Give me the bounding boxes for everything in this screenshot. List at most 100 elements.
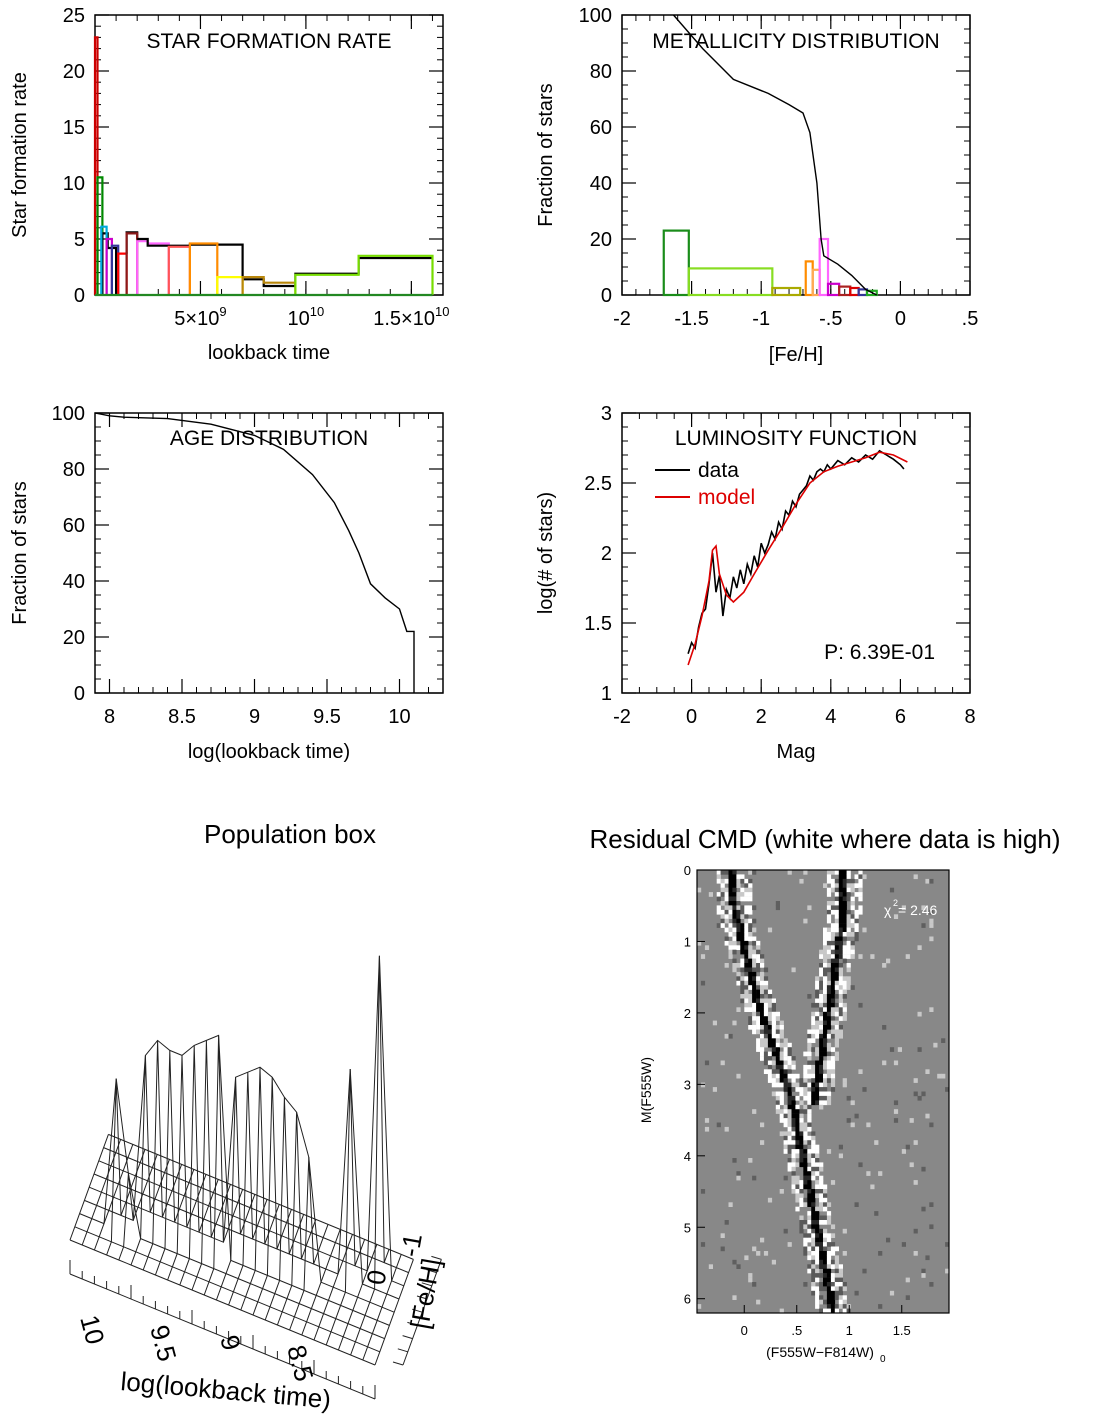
cmd-cell xyxy=(811,1144,816,1150)
metallicity-cumulative-line xyxy=(672,14,878,296)
cmd-cell xyxy=(756,954,761,959)
cmd-cell xyxy=(823,1242,828,1247)
metallicity-x-axis-label: [Fe/H] xyxy=(769,344,823,366)
cmd-cell xyxy=(779,1060,784,1066)
cmd-cell xyxy=(838,967,843,973)
cmd-cell xyxy=(811,1158,816,1163)
sfr-y-axis-label: Star formation rate xyxy=(9,72,31,238)
cmd-cell xyxy=(795,1087,800,1092)
cmd-cell xyxy=(807,1051,812,1057)
cmd-cell xyxy=(838,1264,843,1269)
cmd-cell xyxy=(838,1011,843,1017)
cmd-cell xyxy=(752,940,757,946)
cmd-cell xyxy=(815,989,820,995)
cmd-cell xyxy=(925,1113,930,1119)
cmd-y-tick-label: 3 xyxy=(684,1077,691,1092)
cmd-cell xyxy=(823,1251,828,1256)
cmd-cell xyxy=(775,1064,780,1070)
cmd-cell xyxy=(807,1122,812,1128)
cmd-y-axis-label: M(F555W) xyxy=(638,1057,654,1123)
cmd-cell xyxy=(929,923,934,928)
cmd-cell xyxy=(834,963,839,968)
cmd-cell xyxy=(838,874,843,880)
cmd-cell xyxy=(791,1082,796,1088)
cmd-cell xyxy=(830,1078,836,1083)
cmd-cell xyxy=(771,1025,776,1030)
cmd-cell xyxy=(834,1304,839,1309)
cmd-cell xyxy=(744,1255,749,1261)
cmd-cell xyxy=(846,1304,851,1309)
cmd-cell xyxy=(819,1295,824,1300)
cmd-cell xyxy=(752,1282,757,1287)
x-tick-label: -1.5 xyxy=(674,308,708,330)
cmd-cell xyxy=(783,1140,788,1145)
cmd-cell xyxy=(724,896,729,902)
cmd-cell xyxy=(838,1144,843,1150)
cmd-cell xyxy=(834,878,839,884)
cmd-cell xyxy=(850,1100,855,1106)
cmd-cell xyxy=(728,954,733,959)
cmd-cell xyxy=(826,1056,832,1061)
cmd-cell xyxy=(937,1073,942,1079)
cmd-cell xyxy=(834,918,839,924)
cmd-cell xyxy=(720,918,725,924)
cmd-cell xyxy=(823,1255,828,1261)
cmd-cell xyxy=(779,1100,784,1106)
popbox-feh-line xyxy=(301,1229,341,1336)
cmd-cell xyxy=(854,892,859,897)
cmd-cell xyxy=(783,1082,788,1088)
cmd-cell xyxy=(823,1029,828,1035)
cmd-cell xyxy=(854,918,859,924)
cmd-cell xyxy=(858,1069,863,1074)
cmd-cell xyxy=(763,1060,769,1066)
popbox-age-axis xyxy=(69,1273,376,1400)
cmd-cell xyxy=(842,878,847,884)
cmd-cell xyxy=(834,1038,839,1043)
cmd-cell xyxy=(732,896,737,902)
cmd-cell xyxy=(811,1246,816,1252)
cmd-cell xyxy=(823,1308,828,1314)
x-tick-label: -.5 xyxy=(819,308,842,330)
cmd-cell xyxy=(756,980,761,986)
popbox-feh-line xyxy=(154,1050,195,1276)
cmd-cell xyxy=(811,1166,816,1172)
cmd-cell xyxy=(807,1109,812,1114)
cmd-cell xyxy=(779,1042,784,1048)
cmd-cell xyxy=(846,883,851,888)
cmd-cell xyxy=(882,1060,887,1066)
cmd-cell xyxy=(779,1082,784,1088)
cmd-cell xyxy=(823,1047,828,1052)
cmd-cell xyxy=(799,1202,804,1207)
cmd-cell xyxy=(830,1016,836,1021)
cmd-cell xyxy=(807,1215,812,1221)
cmd-cell xyxy=(811,1069,816,1074)
popbox-feh-tick xyxy=(402,1335,413,1340)
cmd-cell xyxy=(846,976,851,981)
cmd-cell xyxy=(842,1011,847,1017)
cmd-cell xyxy=(830,958,836,964)
cmd-cell xyxy=(803,1153,808,1159)
cmd-cell xyxy=(779,1113,784,1119)
cmd-cell xyxy=(748,905,753,911)
cmd-cell xyxy=(823,1073,828,1079)
cmd-x-axis-label-subscript: 0 xyxy=(880,1354,886,1365)
cmd-cell xyxy=(830,932,836,937)
y-tick-label: 20 xyxy=(63,61,85,83)
cmd-cell xyxy=(909,1118,914,1123)
cmd-cell xyxy=(838,918,843,924)
cmd-cell xyxy=(850,954,855,959)
cmd-cell xyxy=(748,1016,753,1021)
cmd-cell xyxy=(830,1002,836,1008)
cmd-cell xyxy=(909,1162,914,1168)
cmd-cell xyxy=(838,878,843,884)
cmd-cell xyxy=(823,976,828,981)
cmd-cell xyxy=(834,1273,839,1278)
cmd-cell xyxy=(736,976,741,981)
sfr-series-group xyxy=(93,36,434,297)
cmd-cell xyxy=(819,1095,824,1101)
cmd-chi2-value: = 2.46 xyxy=(898,902,938,918)
x-tick-label: 9 xyxy=(249,706,260,728)
cmd-cell xyxy=(846,874,851,880)
cmd-cell xyxy=(771,1020,776,1026)
cmd-cell xyxy=(913,874,918,880)
